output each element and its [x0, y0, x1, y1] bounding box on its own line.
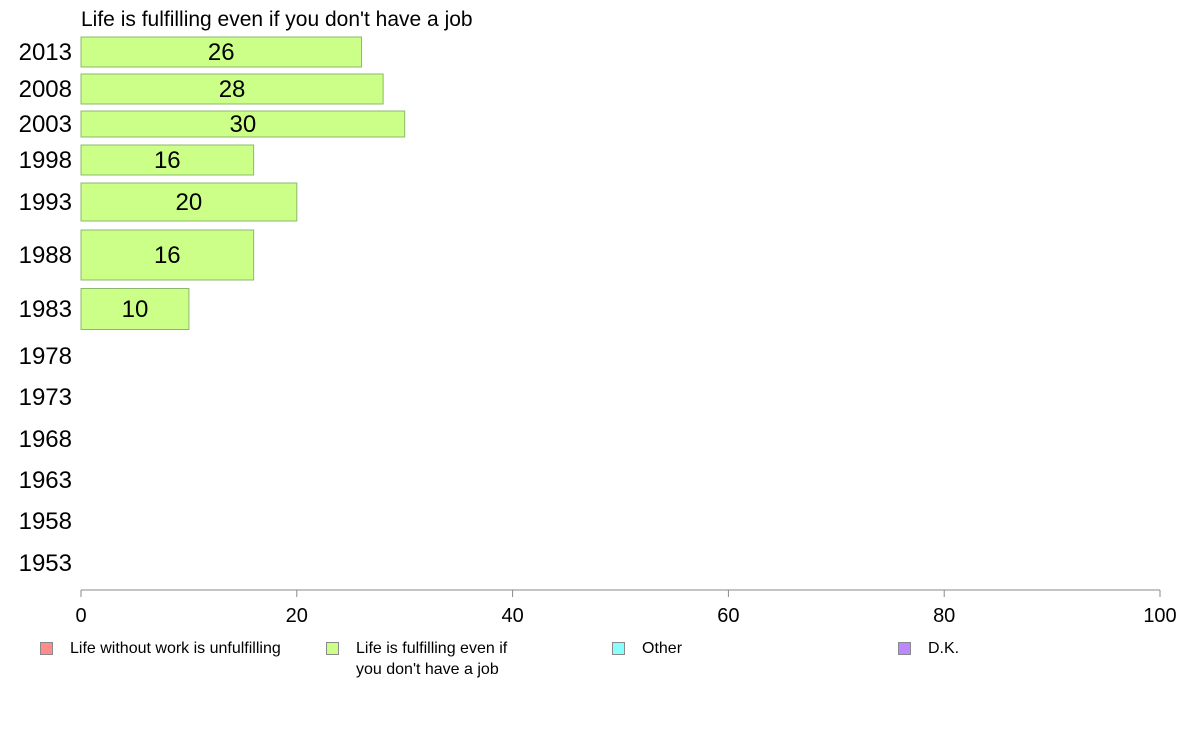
category-label: 1963	[19, 467, 72, 494]
legend-label: D.K.	[928, 640, 960, 657]
legend-item-unfulfilling: Life without work is unfulfilling	[40, 638, 281, 659]
legend-swatch	[898, 642, 911, 655]
category-label: 2003	[19, 111, 72, 138]
x-axis: 0 20 40 60 80 100	[75, 589, 1177, 627]
category-label: 1953	[19, 550, 72, 577]
bar	[80, 144, 255, 176]
x-tick-label: 0	[75, 605, 86, 627]
category-label: 2013	[19, 39, 72, 66]
category-label: 1973	[19, 384, 72, 411]
category-label: 1998	[19, 147, 72, 174]
bar-value-label: 26	[208, 39, 235, 66]
bar	[80, 36, 363, 68]
legend-label: Other	[642, 640, 683, 657]
category-label: 1993	[19, 189, 72, 216]
bar-value-label: 16	[154, 147, 181, 174]
x-tick-label: 80	[933, 605, 955, 627]
x-tick-label: 20	[286, 605, 308, 627]
category-label: 2008	[19, 76, 72, 103]
bar	[80, 288, 190, 330]
bar	[80, 110, 406, 138]
bar	[80, 229, 255, 281]
legend-swatch	[40, 642, 53, 655]
bar-value-label: 20	[176, 189, 203, 216]
legend-item-fulfilling: Life is fulfilling even if you don't hav…	[326, 638, 507, 680]
legend: Life without work is unfulfilling Life i…	[0, 638, 1188, 688]
legend-label: Life without work is unfulfilling	[70, 640, 281, 657]
x-tick-label: 60	[717, 605, 739, 627]
bar-value-label: 10	[122, 296, 149, 323]
bar	[80, 73, 384, 105]
legend-swatch	[612, 642, 625, 655]
legend-swatch	[326, 642, 339, 655]
category-label: 1983	[19, 296, 72, 323]
category-labels: 2013 2008 2003 1998 1993 1988 1983 1978 1973 1968…	[19, 39, 72, 577]
legend-label: Life is fulfilling even if you don't hav…	[356, 640, 508, 678]
legend-item-dk: D.K.	[898, 638, 959, 659]
x-tick-label: 100	[1143, 605, 1176, 627]
category-label: 1958	[19, 508, 72, 535]
category-label: 1988	[19, 242, 72, 269]
category-label: 1968	[19, 426, 72, 453]
x-tick-label: 40	[501, 605, 523, 627]
legend-item-other: Other	[612, 638, 682, 659]
bar-value-label: 16	[154, 242, 181, 269]
bar-value-label: 30	[229, 111, 256, 138]
chart-title: Life is fulfilling even if you don't hav…	[81, 8, 473, 31]
category-label: 1978	[19, 343, 72, 370]
bar	[80, 182, 298, 222]
bar-value-label: 28	[219, 76, 246, 103]
